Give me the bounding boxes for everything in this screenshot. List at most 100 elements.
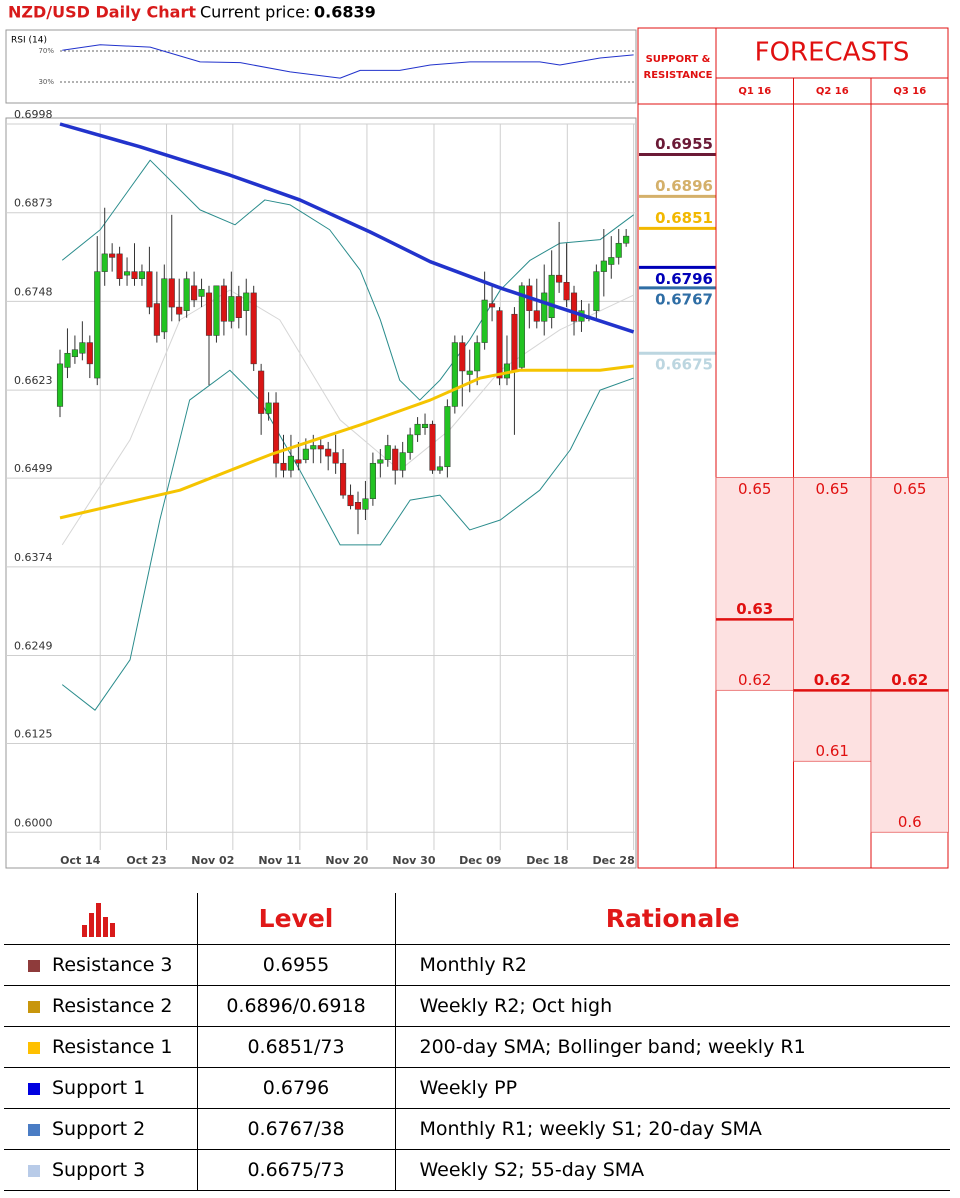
level-name-cell: Support 1: [4, 1067, 197, 1109]
candle-body: [64, 352, 71, 368]
column-header: Level: [196, 893, 395, 945]
rsi-line: [62, 44, 634, 79]
candle-body: [615, 242, 622, 258]
candle-body: [146, 271, 153, 308]
candle-body: [466, 370, 473, 375]
level-swatch: [28, 1000, 40, 1013]
level-value: 0.6675/73: [196, 1149, 395, 1191]
candle-body: [94, 271, 101, 379]
candle-body: [56, 363, 64, 407]
forecast-low: 0.61: [816, 742, 849, 760]
y-tick-label: 0.6998: [14, 108, 53, 121]
table-row: Resistance 3 0.6955 Monthly R2: [4, 944, 950, 986]
level-name: Support 1: [52, 1077, 146, 1099]
candle-body: [436, 466, 443, 471]
level-rationale: Monthly R2: [394, 944, 950, 986]
quarter-label: Q3 16: [893, 86, 926, 97]
forecast-low: 0.62: [738, 671, 771, 689]
level-value: 0.6851/73: [196, 1026, 395, 1068]
x-tick-label: Dec 09: [459, 854, 501, 867]
y-tick-label: 0.6623: [14, 374, 53, 387]
level-value: 0.6767/38: [196, 1108, 395, 1150]
candle-body: [332, 452, 339, 464]
candle-body: [138, 271, 146, 279]
forecast-range: [870, 477, 949, 833]
y-tick-label: 0.6499: [14, 462, 53, 475]
level-value: 0.6896/0.6918: [196, 985, 395, 1027]
level-name: Support 3: [52, 1159, 146, 1181]
x-tick-label: Dec 28: [592, 854, 634, 867]
candle-body: [183, 278, 190, 311]
candle-body: [533, 310, 540, 322]
forecast-mid-label: 0.62: [814, 671, 851, 689]
level-name-cell: Support 2: [4, 1108, 197, 1150]
candle-body: [608, 257, 615, 265]
candle-body: [235, 296, 242, 318]
level-rationale: Weekly PP: [394, 1067, 950, 1109]
rsi-tick-label: 70%: [38, 47, 54, 55]
table-icon-cell: [4, 893, 197, 945]
candle-body: [384, 445, 391, 460]
candle-body: [362, 498, 369, 510]
level-name: Resistance 3: [52, 954, 173, 976]
quarter-label: Q1 16: [738, 86, 771, 97]
indicator-line: [59, 122, 635, 334]
x-tick-label: Nov 30: [392, 854, 435, 867]
candle-body: [101, 253, 108, 272]
level-rationale: Weekly S2; 55-day SMA: [394, 1149, 950, 1191]
level-label: 0.6796: [655, 270, 713, 288]
candle-body: [124, 271, 131, 276]
rsi-pane: [5, 29, 637, 104]
rsi-label: RSI (14): [11, 36, 47, 46]
candle-body: [444, 406, 451, 468]
level-label: 0.6896: [655, 177, 713, 195]
candle-body: [205, 292, 213, 336]
candle-body: [116, 253, 123, 279]
candle-body: [71, 349, 78, 358]
chart: NZD/USD Daily Chart Current price: 0.683…: [5, 3, 949, 869]
candle-body: [176, 306, 183, 315]
candle-body: [250, 292, 257, 365]
candle-body: [377, 459, 384, 464]
forecast-high: 0.65: [893, 480, 926, 498]
x-tick-label: Nov 20: [325, 854, 368, 867]
candle-body: [459, 342, 466, 372]
candle-body: [258, 370, 265, 414]
price-pane: [5, 117, 637, 869]
candle-body: [421, 423, 429, 428]
level-rationale: Monthly R1; weekly S1; 20-day SMA: [394, 1108, 950, 1150]
candle-body: [354, 502, 362, 510]
table-row: Support 1 0.6796 Weekly PP: [4, 1067, 950, 1109]
level-rationale: 200-day SMA; Bollinger band; weekly R1: [394, 1026, 950, 1068]
rsi-tick-label: 30%: [38, 78, 54, 86]
table-row: Resistance 2 0.6896/0.6918 Weekly R2; Oct …: [4, 985, 950, 1027]
forecast-range: [793, 477, 872, 762]
candle-body: [474, 342, 481, 372]
indicator-line: [61, 369, 634, 711]
candle-body: [407, 434, 414, 453]
candle-body: [518, 285, 525, 368]
level-name: Resistance 2: [52, 995, 173, 1017]
x-tick-label: Oct 23: [126, 854, 166, 867]
level-name-cell: Resistance 3: [4, 944, 197, 986]
y-tick-label: 0.6249: [14, 640, 53, 653]
quarter-label: Q2 16: [816, 86, 849, 97]
level-name-cell: Resistance 1: [4, 1026, 197, 1068]
candle-body: [563, 282, 570, 301]
forecast-title: FORECASTS: [755, 38, 910, 68]
level-swatch: [28, 1041, 40, 1054]
price-label: Current price:: [200, 3, 310, 22]
candle-body: [392, 448, 399, 471]
candle-body: [153, 303, 160, 336]
x-tick-label: Nov 02: [191, 854, 234, 867]
levels-table: Level Rationale Resistance 3 0.6955 Monthl…: [4, 893, 950, 1191]
candle-body: [243, 292, 250, 311]
level-label: 0.6767: [655, 290, 713, 308]
candle-body: [317, 445, 324, 450]
level-label: 0.6851: [655, 209, 713, 227]
candle-body: [496, 310, 503, 379]
candle-body: [369, 462, 376, 499]
level-rationale: Weekly R2; Oct high: [394, 985, 950, 1027]
candle-body: [489, 303, 496, 308]
